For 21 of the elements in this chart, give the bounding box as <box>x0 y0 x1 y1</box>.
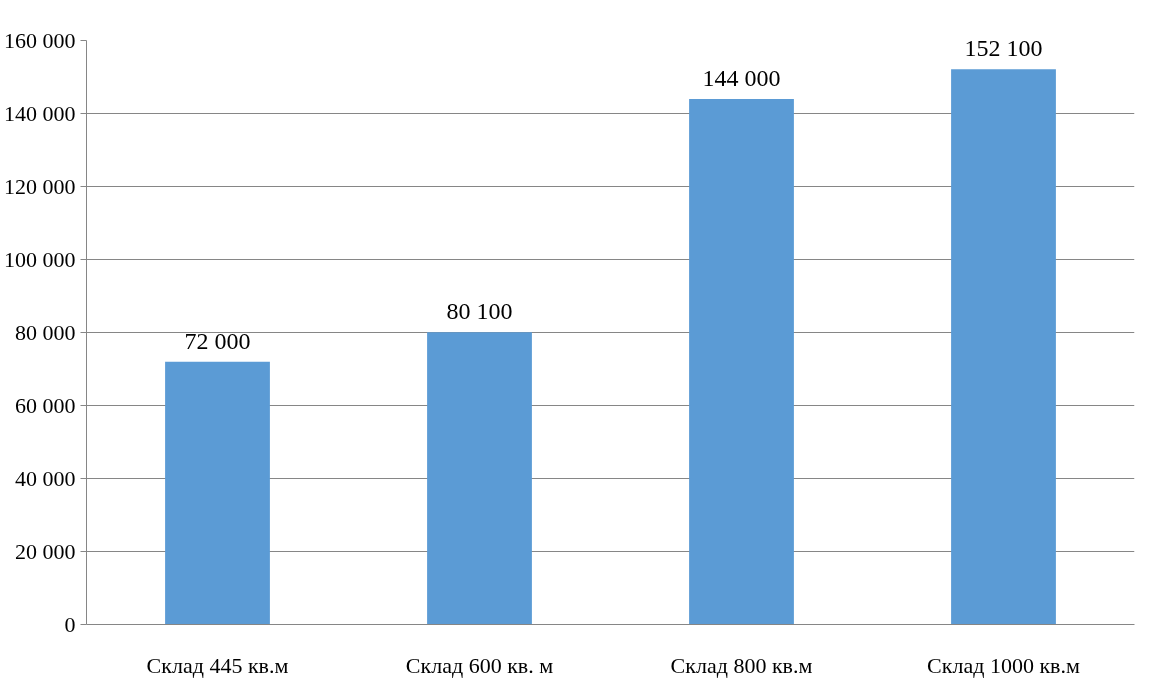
y-tick-label: 60 000 <box>15 393 76 418</box>
y-tick-label: 40 000 <box>15 466 76 491</box>
x-tick-label: Склад 1000 кв.м <box>927 652 1080 678</box>
x-tick-label: Склад 445 кв.м <box>146 652 289 678</box>
bar <box>689 98 794 625</box>
bar <box>951 69 1056 625</box>
y-tick-label: 0 <box>64 612 76 637</box>
data-label: 144 000 <box>702 64 781 91</box>
x-tick-label: Склад 800 кв.м <box>670 652 813 678</box>
data-label: 72 000 <box>184 327 251 354</box>
bar <box>427 332 532 625</box>
y-tick-label: 20 000 <box>15 539 76 564</box>
bar <box>165 361 270 625</box>
y-tick-label: 120 000 <box>4 174 76 199</box>
y-tick-label: 140 000 <box>4 101 76 126</box>
x-tick-label: Склад 600 кв. м <box>405 652 554 678</box>
data-label: 80 100 <box>446 298 513 325</box>
y-tick-label: 80 000 <box>15 320 76 345</box>
y-tick-label: 100 000 <box>4 247 76 272</box>
y-tick-label: 160 000 <box>4 28 76 53</box>
data-label: 152 100 <box>964 35 1043 62</box>
